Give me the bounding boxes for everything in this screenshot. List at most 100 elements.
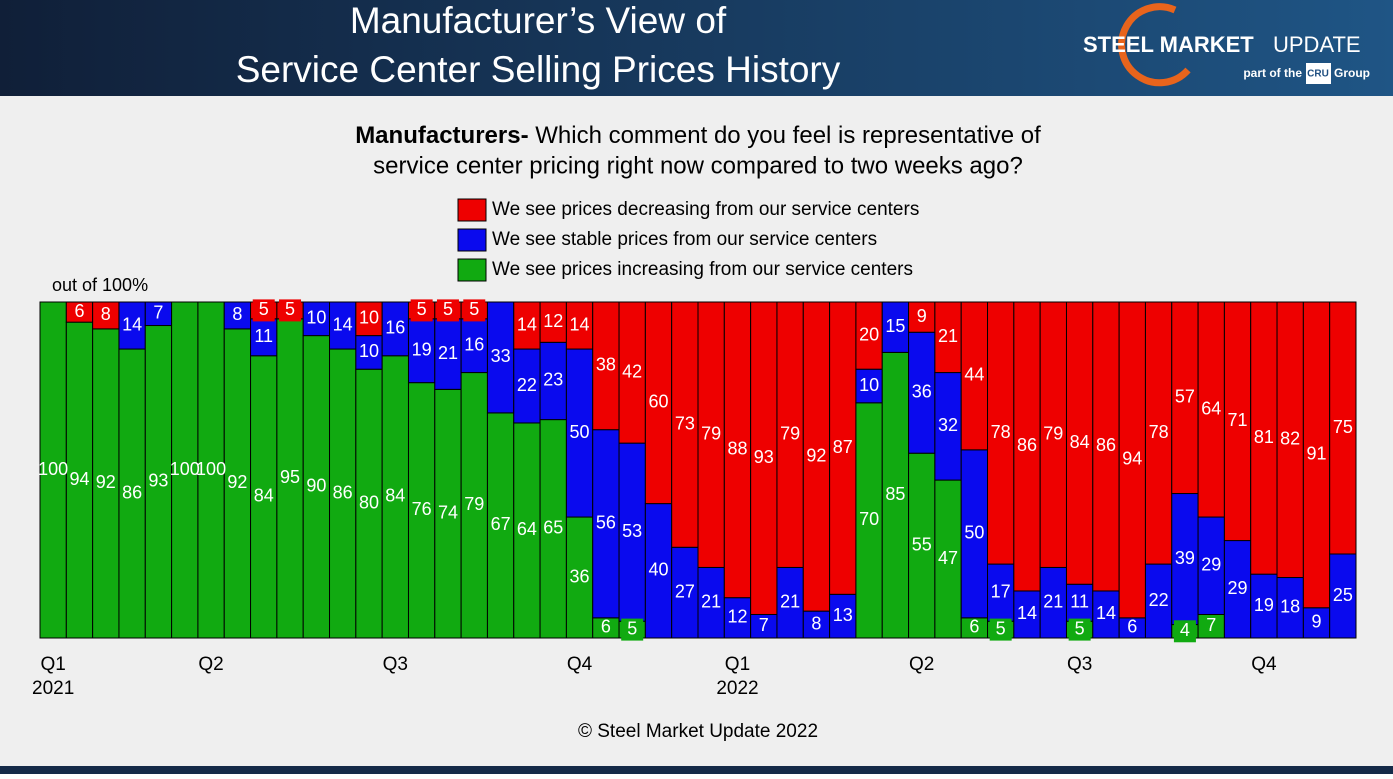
label-box <box>410 299 433 322</box>
bar-segment <box>1039 301 1067 568</box>
data-label: 65 <box>543 518 563 538</box>
bar-segment <box>486 301 515 414</box>
bar-segment <box>881 351 910 639</box>
data-label: 13 <box>833 605 853 625</box>
bar-segment <box>355 335 383 370</box>
legend-swatch <box>457 198 487 222</box>
label-box <box>436 299 459 322</box>
x-tick-label-line: Q4 <box>567 654 593 675</box>
data-label: 5 <box>1075 618 1085 638</box>
data-label: 15 <box>885 316 905 336</box>
x-tick-label: Q2 <box>909 654 934 675</box>
data-label: 86 <box>1017 435 1037 455</box>
data-label: 55 <box>912 534 932 554</box>
bar-segment <box>276 318 304 639</box>
bar-segment <box>539 341 567 421</box>
legend-label: We see prices increasing from our servic… <box>492 259 913 280</box>
data-label: 70 <box>859 509 879 529</box>
data-label: 81 <box>1254 427 1274 447</box>
x-tick-label-line: Q4 <box>1251 654 1277 675</box>
bar-segment <box>1329 301 1357 555</box>
data-label: 44 <box>964 365 984 385</box>
x-tick-label: Q4 <box>1251 654 1277 675</box>
data-label: 14 <box>122 314 142 334</box>
data-label: 5 <box>417 299 427 319</box>
data-label: 100 <box>170 459 200 479</box>
data-label: 84 <box>1070 432 1090 452</box>
data-label: 10 <box>359 341 379 361</box>
bar-segment <box>1013 301 1041 592</box>
data-label: 10 <box>359 308 379 328</box>
data-label: 94 <box>69 469 89 489</box>
bar-segment <box>934 479 962 639</box>
data-label: 6 <box>74 301 84 321</box>
data-label: 27 <box>675 581 695 601</box>
bar-segment <box>1276 301 1304 579</box>
bar-segment <box>118 301 146 350</box>
bar-segment <box>250 355 278 639</box>
data-label: 17 <box>991 581 1011 601</box>
data-label: 36 <box>570 566 590 586</box>
logo-brand: STEEL MARKET <box>1083 32 1254 57</box>
data-label: 6 <box>1127 617 1137 637</box>
data-label: 91 <box>1307 444 1327 464</box>
data-label: 7 <box>153 303 163 323</box>
data-label: 53 <box>622 521 642 541</box>
data-label: 95 <box>280 467 300 487</box>
bar-segment <box>250 318 278 357</box>
bar-segment <box>92 301 120 330</box>
data-label: 33 <box>491 346 511 366</box>
bar-segment <box>1092 301 1120 592</box>
label-box <box>463 299 486 322</box>
logo-tagline: part of the <box>1243 66 1302 80</box>
data-label: 5 <box>443 299 453 319</box>
data-label: 93 <box>754 447 774 467</box>
data-label: 40 <box>649 560 669 580</box>
data-label: 86 <box>333 482 353 502</box>
chart-title-line: Which comment do you feel is representat… <box>535 122 1041 149</box>
data-label: 5 <box>259 299 269 319</box>
data-label: 19 <box>412 339 432 359</box>
bar-segment <box>513 301 541 350</box>
data-label: 14 <box>1096 603 1116 623</box>
data-label: 16 <box>464 334 484 354</box>
x-tick-label: Q3 <box>383 654 408 675</box>
bar-segment <box>302 301 331 337</box>
data-label: 39 <box>1175 548 1195 568</box>
bar-segment <box>460 318 488 374</box>
logo-brand: UPDATE <box>1273 32 1361 57</box>
bar-segment <box>381 301 409 357</box>
chart-title-line: service center pricing right now compare… <box>373 152 1023 179</box>
data-label: 21 <box>438 343 458 363</box>
data-label: 50 <box>964 523 984 543</box>
bar-segment <box>671 301 699 548</box>
bar-segment <box>829 301 857 595</box>
chart-title-lead: Manufacturers- <box>355 122 528 149</box>
data-label: 88 <box>727 439 747 459</box>
bar-segment <box>960 301 989 451</box>
data-label: 50 <box>570 422 590 442</box>
bar-segment <box>750 301 778 615</box>
data-label: 14 <box>570 314 590 334</box>
x-tick-label-line: Q1 <box>40 654 65 675</box>
bar-segment <box>776 301 804 568</box>
data-label: 12 <box>727 607 747 627</box>
data-label: 60 <box>649 392 669 412</box>
data-label: 86 <box>122 482 142 502</box>
label-box <box>621 618 644 641</box>
label-box <box>1173 620 1196 643</box>
data-label: 25 <box>1333 585 1353 605</box>
data-label: 10 <box>306 308 326 328</box>
chart-title: Manufacturers- Which comment do you feel… <box>355 122 1041 149</box>
bar-segment <box>881 301 910 353</box>
data-label: 5 <box>469 299 479 319</box>
data-label: 5 <box>996 618 1006 638</box>
logo-mark: CRU <box>1307 69 1329 80</box>
data-label: 71 <box>1228 410 1248 430</box>
bar-segment <box>618 301 646 444</box>
data-label: 90 <box>306 476 326 496</box>
data-label: 19 <box>1254 595 1274 615</box>
bar-segment <box>486 412 515 639</box>
bar-segment <box>329 301 357 350</box>
bar-segment <box>723 597 752 639</box>
